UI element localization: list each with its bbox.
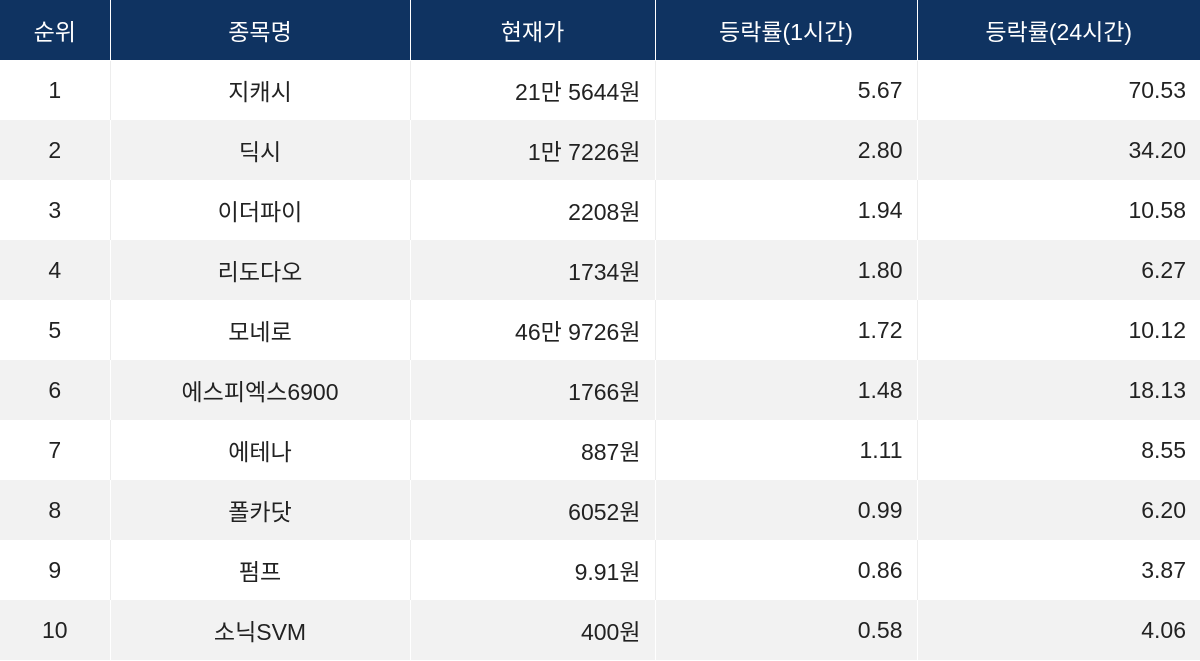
table-cell: 폴카닷 [109, 480, 410, 540]
table-cell: 에테나 [109, 420, 410, 480]
table-cell: 34.20 [916, 120, 1200, 180]
table-cell: 8 [0, 480, 110, 540]
table-body: 1 지캐시 21만 5644원 5.67 70.53 2 딕시 1만 7226원 2.80 34.… [0, 60, 1200, 660]
table-cell: 4.06 [916, 600, 1200, 660]
table-cell: 에스피엑스6900 [109, 360, 410, 420]
table-cell: 6052원 [409, 480, 655, 540]
table-cell: 2208원 [409, 180, 655, 240]
table-cell: 0.58 [654, 600, 917, 660]
table-cell: 1734원 [409, 240, 655, 300]
header-cell: 등락률(1시간) [654, 0, 917, 61]
table-cell: 21만 5644원 [409, 60, 655, 120]
table-cell: 펌프 [109, 540, 410, 600]
table-cell: 4 [0, 240, 110, 300]
table-cell: 리도다오 [109, 240, 410, 300]
header-row: 순위 종목명 현재가 등락률(1시간) 등락률(24시간) [0, 0, 1200, 61]
table-row: 1 지캐시 21만 5644원 5.67 70.53 [0, 60, 1200, 120]
table-cell: 10.58 [916, 180, 1200, 240]
table-cell: 1.72 [654, 300, 917, 360]
table-cell: 10.12 [916, 300, 1200, 360]
table-cell: 0.86 [654, 540, 917, 600]
table-cell: 1.11 [654, 420, 917, 480]
table-cell: 1.80 [654, 240, 917, 300]
table-row: 6 에스피엑스6900 1766원 1.48 18.13 [0, 360, 1200, 420]
header-cell: 종목명 [109, 0, 410, 61]
table-cell: 6 [0, 360, 110, 420]
table-cell: 9.91원 [409, 540, 655, 600]
table-cell: 10 [0, 600, 110, 660]
table-row: 10 소닉SVM 400원 0.58 4.06 [0, 600, 1200, 660]
table-cell: 3.87 [916, 540, 1200, 600]
table-cell: 소닉SVM [109, 600, 410, 660]
table-cell: 2.80 [654, 120, 917, 180]
table-row: 4 리도다오 1734원 1.80 6.27 [0, 240, 1200, 300]
table-row: 8 폴카닷 6052원 0.99 6.20 [0, 480, 1200, 540]
table-cell: 70.53 [916, 60, 1200, 120]
table-cell: 6.20 [916, 480, 1200, 540]
table-cell: 지캐시 [109, 60, 410, 120]
table-cell: 5.67 [654, 60, 917, 120]
table-cell: 1만 7226원 [409, 120, 655, 180]
table-cell: 0.99 [654, 480, 917, 540]
table-cell: 3 [0, 180, 110, 240]
table-cell: 1 [0, 60, 110, 120]
header-cell: 등락률(24시간) [916, 0, 1200, 61]
table-cell: 8.55 [916, 420, 1200, 480]
table-cell: 9 [0, 540, 110, 600]
header-cell: 현재가 [409, 0, 655, 61]
table-cell: 5 [0, 300, 110, 360]
table-row: 2 딕시 1만 7226원 2.80 34.20 [0, 120, 1200, 180]
table-row: 3 이더파이 2208원 1.94 10.58 [0, 180, 1200, 240]
table-row: 9 펌프 9.91원 0.86 3.87 [0, 540, 1200, 600]
table-cell: 이더파이 [109, 180, 410, 240]
table-row: 5 모네로 46만 9726원 1.72 10.12 [0, 300, 1200, 360]
header-cell: 순위 [0, 0, 110, 61]
table-cell: 887원 [409, 420, 655, 480]
table-cell: 46만 9726원 [409, 300, 655, 360]
table-cell: 1.94 [654, 180, 917, 240]
table-cell: 7 [0, 420, 110, 480]
table-cell: 1.48 [654, 360, 917, 420]
table-cell: 400원 [409, 600, 655, 660]
table-cell: 1766원 [409, 360, 655, 420]
table-cell: 2 [0, 120, 110, 180]
table-cell: 딕시 [109, 120, 410, 180]
table-row: 7 에테나 887원 1.11 8.55 [0, 420, 1200, 480]
table-cell: 18.13 [916, 360, 1200, 420]
table-cell: 6.27 [916, 240, 1200, 300]
table-cell: 모네로 [109, 300, 410, 360]
